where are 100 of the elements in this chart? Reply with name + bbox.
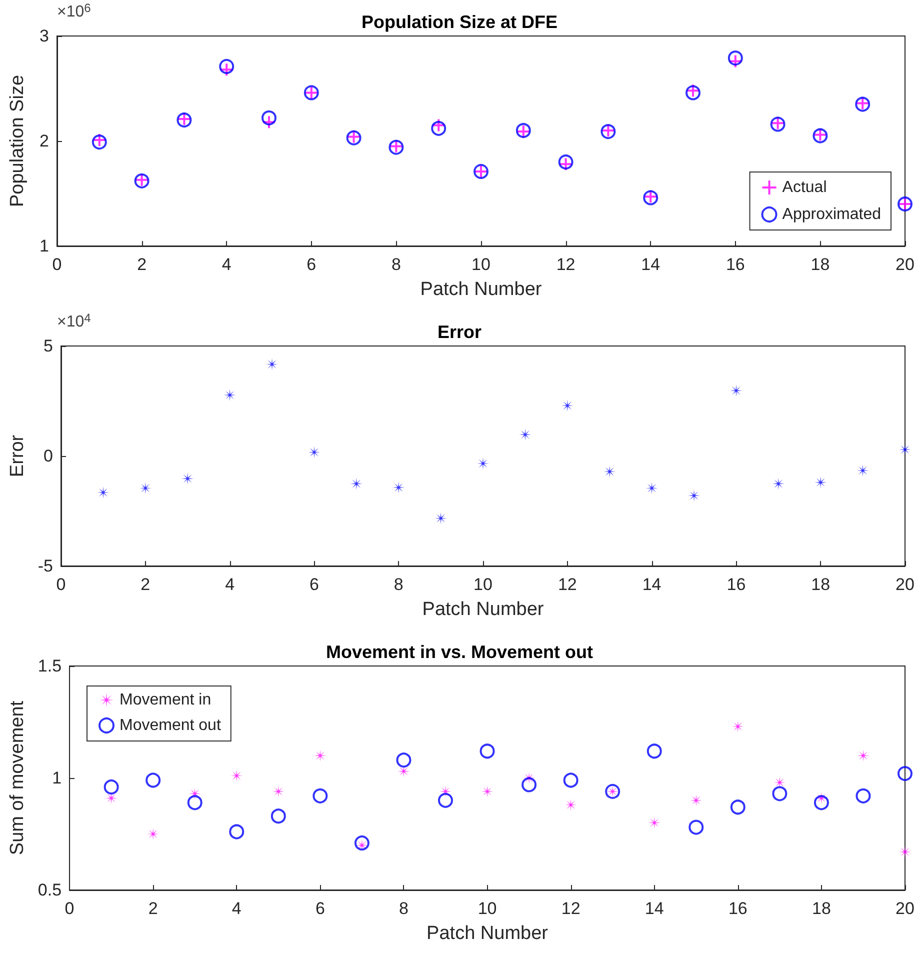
x-tick-label: 0 (64, 899, 74, 918)
x-axis-title: Patch Number (422, 599, 544, 620)
legend-label: Movement out (120, 717, 222, 734)
x-tick-label: 8 (394, 575, 404, 594)
x-tick-label: 14 (641, 255, 660, 274)
point (147, 828, 160, 840)
point (432, 118, 446, 132)
point (898, 766, 912, 782)
point (392, 481, 405, 494)
point (646, 744, 662, 759)
point (899, 444, 911, 456)
x-tick-label: 18 (810, 255, 830, 274)
point (270, 808, 286, 824)
point (772, 478, 784, 490)
point (814, 476, 827, 488)
point (187, 795, 202, 810)
x-tick-label: 4 (225, 575, 235, 594)
point (356, 839, 368, 852)
y-tick-label: 0.5 (38, 880, 62, 900)
chart-title: Movement in vs. Movement out (326, 642, 594, 662)
y-tick-label: 5 (44, 336, 54, 356)
point (219, 58, 234, 74)
point (224, 389, 236, 402)
legend-label: Movement in (120, 692, 212, 708)
x-axis-title: Patch Number (420, 279, 542, 300)
point (688, 490, 700, 502)
point (220, 62, 234, 77)
x-tick-label: 6 (315, 899, 325, 918)
y-axis-title: Error (7, 434, 28, 478)
x-tick-label: 14 (642, 575, 662, 594)
x-tick-label: 16 (726, 575, 746, 594)
point (434, 512, 447, 524)
point (564, 798, 577, 811)
point (182, 472, 194, 485)
point (266, 358, 278, 370)
y-tick-label: 2 (40, 132, 49, 150)
point (105, 792, 118, 804)
point (730, 800, 746, 815)
x-tick-label: 2 (148, 899, 158, 918)
chart-title: Population Size at DFE (361, 12, 558, 32)
x-tick-label: 10 (474, 575, 492, 594)
point (97, 486, 110, 499)
point (814, 795, 829, 810)
point (314, 750, 326, 762)
point (262, 110, 276, 126)
x-tick-label: 20 (896, 255, 914, 274)
point (899, 846, 911, 858)
x-tick-label: 18 (812, 899, 831, 918)
y-axis-title: Sum of movement (7, 700, 28, 856)
point (857, 750, 870, 762)
x-tick-label: 18 (811, 575, 830, 594)
x-tick-label: 12 (561, 899, 580, 918)
x-tick-label: 12 (558, 575, 577, 594)
y-tick-label: 3 (40, 26, 49, 46)
point (438, 792, 453, 808)
point (648, 816, 660, 829)
point (688, 820, 704, 835)
y-tick-label: 1 (40, 236, 49, 256)
point (519, 428, 532, 441)
point (563, 772, 578, 788)
point (230, 770, 243, 782)
point (104, 779, 119, 794)
point (772, 786, 788, 802)
point (92, 132, 106, 147)
point (229, 824, 244, 840)
y-tick-label: 1.5 (38, 656, 62, 676)
point (730, 384, 742, 397)
point (396, 752, 412, 768)
point (480, 744, 495, 759)
point (146, 772, 161, 788)
point (431, 120, 446, 136)
y-tick-label: -5 (38, 556, 54, 576)
y-axis-title: Population Size (7, 74, 28, 208)
x-tick-label: 4 (222, 255, 232, 274)
legend-label: Approximated (782, 206, 881, 223)
point (262, 115, 276, 130)
point (92, 134, 107, 150)
point (856, 464, 869, 477)
point (308, 446, 320, 458)
legend-label: Actual (782, 179, 827, 196)
point (690, 794, 702, 806)
x-tick-label: 2 (140, 575, 150, 594)
point (774, 776, 786, 788)
x-tick-label: 14 (644, 899, 664, 918)
x-tick-label: 2 (137, 255, 147, 274)
x-axis-title: Patch Number (426, 923, 549, 944)
point (312, 788, 328, 804)
x-tick-label: 10 (472, 255, 490, 274)
point (354, 835, 370, 850)
x-tick-label: 20 (896, 899, 914, 918)
point (522, 777, 537, 792)
x-tick-label: 10 (478, 899, 497, 918)
x-tick-label: 4 (232, 899, 242, 918)
point (732, 720, 744, 732)
x-tick-label: 8 (398, 899, 408, 918)
point (856, 788, 871, 804)
point (646, 482, 658, 494)
point (728, 54, 742, 68)
point (477, 457, 490, 470)
point (398, 765, 410, 778)
